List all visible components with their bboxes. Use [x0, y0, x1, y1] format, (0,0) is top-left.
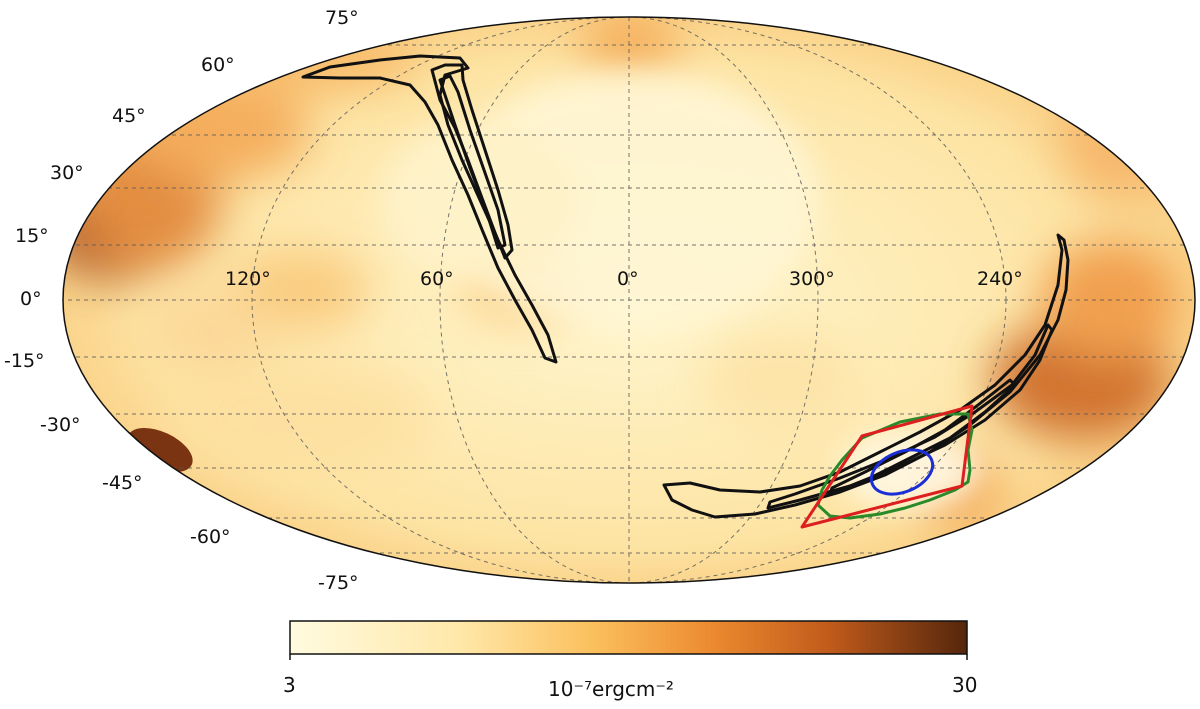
smoothed-region-contour	[816, 412, 974, 520]
lat-label-45: 45°	[112, 105, 146, 127]
colorbar-max-label: 30	[952, 673, 978, 697]
lat-label-75: 75°	[325, 7, 359, 29]
lon-label-0: 0°	[617, 268, 639, 290]
lat-label-minus60: -60°	[190, 526, 231, 548]
lat-label-15: 15°	[15, 225, 49, 247]
lat-label-minus15: -15°	[4, 350, 45, 372]
lon-label-300: 300°	[789, 268, 835, 290]
lon-label-60: 60°	[420, 268, 454, 290]
graticule	[63, 17, 1195, 583]
lon-label-120: 120°	[225, 268, 271, 290]
colorbar-unit-label: 10⁻⁷ergcm⁻²	[548, 677, 674, 701]
lat-label-0: 0°	[20, 288, 42, 310]
lat-label-minus45: -45°	[102, 472, 143, 494]
map-border	[62, 16, 1196, 584]
lat-label-30: 30°	[50, 162, 84, 184]
colorbar	[289, 620, 968, 655]
lat-label-minus30: -30°	[40, 414, 81, 436]
localization-circle	[869, 448, 935, 496]
colorbar-min-label: 3	[283, 673, 296, 697]
lat-label-minus75: -75°	[318, 572, 359, 594]
lon-label-240: 240°	[977, 268, 1023, 290]
lat-label-60: 60°	[201, 54, 235, 76]
polygon-region	[800, 404, 974, 529]
